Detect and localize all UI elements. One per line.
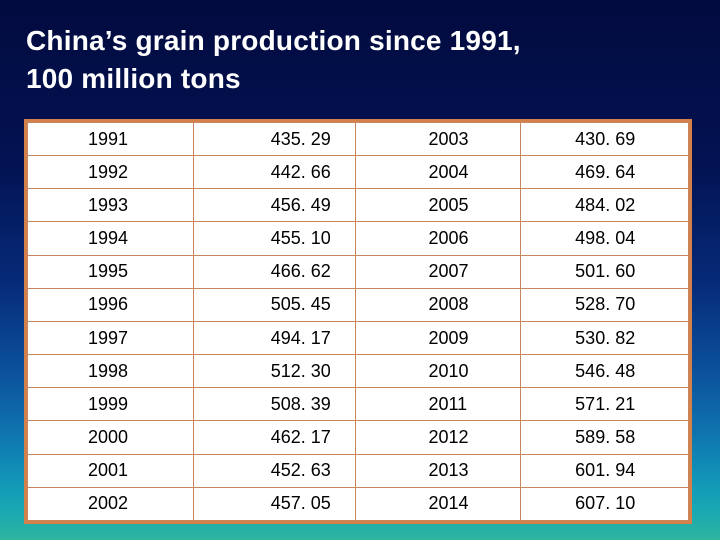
year-cell: 2004 xyxy=(355,155,522,190)
year-cell: 2001 xyxy=(27,453,194,488)
production-value-cell: 601. 94 xyxy=(520,453,689,488)
year-cell: 1998 xyxy=(27,354,194,389)
year-cell: 1999 xyxy=(27,387,194,422)
table-row: 1995 466. 62 2007 501. 60 xyxy=(27,254,689,289)
table-row: 2002 457. 05 2014 607. 10 xyxy=(27,486,689,522)
production-value-cell: 469. 64 xyxy=(520,155,689,190)
table-row: 1994 455. 10 2006 498. 04 xyxy=(27,221,689,256)
production-value-cell: 508. 39 xyxy=(192,387,357,422)
year-cell: 2005 xyxy=(355,188,522,223)
year-cell: 2010 xyxy=(355,354,522,389)
production-value-cell: 484. 02 xyxy=(520,188,689,223)
production-value-cell: 501. 60 xyxy=(520,254,689,289)
table-row: 1997 494. 17 2009 530. 82 xyxy=(27,320,689,356)
year-cell: 1996 xyxy=(27,287,194,322)
year-cell: 1997 xyxy=(27,320,194,356)
production-value-cell: 457. 05 xyxy=(192,486,357,522)
grain-production-table: 1991 435. 29 2003 430. 69 1992 442. 66 2004 469… xyxy=(24,119,692,524)
grain-table: 1991 435. 29 2003 430. 69 1992 442. 66 2004 469… xyxy=(27,121,689,522)
production-value-cell: 456. 49 xyxy=(192,188,357,223)
production-value-cell: 452. 63 xyxy=(192,453,357,488)
production-value-cell: 430. 69 xyxy=(520,121,689,157)
title-line-2: 100 million tons xyxy=(26,63,241,94)
production-value-cell: 528. 70 xyxy=(520,287,689,322)
year-cell: 2012 xyxy=(355,420,522,455)
grain-table-body: 1991 435. 29 2003 430. 69 1992 442. 66 2004 469… xyxy=(27,121,689,522)
year-cell: 2007 xyxy=(355,254,522,289)
production-value-cell: 607. 10 xyxy=(520,486,689,522)
production-value-cell: 505. 45 xyxy=(192,287,357,322)
production-value-cell: 530. 82 xyxy=(520,320,689,356)
year-cell: 2011 xyxy=(355,387,522,422)
year-cell: 2014 xyxy=(355,486,522,522)
table-row: 1992 442. 66 2004 469. 64 xyxy=(27,155,689,190)
production-value-cell: 455. 10 xyxy=(192,221,357,256)
table-row: 2001 452. 63 2013 601. 94 xyxy=(27,453,689,488)
table-row: 1999 508. 39 2011 571. 21 xyxy=(27,387,689,422)
table-row: 1998 512. 30 2010 546. 48 xyxy=(27,354,689,389)
year-cell: 2013 xyxy=(355,453,522,488)
title-line-1: China’s grain production since 1991, xyxy=(26,25,521,56)
year-cell: 2000 xyxy=(27,420,194,455)
production-value-cell: 546. 48 xyxy=(520,354,689,389)
table-row: 1996 505. 45 2008 528. 70 xyxy=(27,287,689,322)
production-value-cell: 462. 17 xyxy=(192,420,357,455)
table-row: 2000 462. 17 2012 589. 58 xyxy=(27,420,689,455)
year-cell: 2009 xyxy=(355,320,522,356)
production-value-cell: 498. 04 xyxy=(520,221,689,256)
production-value-cell: 494. 17 xyxy=(192,320,357,356)
year-cell: 2008 xyxy=(355,287,522,322)
year-cell: 1992 xyxy=(27,155,194,190)
year-cell: 1991 xyxy=(27,121,194,157)
table-row: 1991 435. 29 2003 430. 69 xyxy=(27,121,689,157)
year-cell: 2003 xyxy=(355,121,522,157)
production-value-cell: 571. 21 xyxy=(520,387,689,422)
production-value-cell: 466. 62 xyxy=(192,254,357,289)
production-value-cell: 435. 29 xyxy=(192,121,357,157)
year-cell: 1994 xyxy=(27,221,194,256)
table-row: 1993 456. 49 2005 484. 02 xyxy=(27,188,689,223)
production-value-cell: 442. 66 xyxy=(192,155,357,190)
year-cell: 2006 xyxy=(355,221,522,256)
production-value-cell: 589. 58 xyxy=(520,420,689,455)
year-cell: 2002 xyxy=(27,486,194,522)
slide-title: China’s grain production since 1991, 100… xyxy=(26,22,686,98)
year-cell: 1993 xyxy=(27,188,194,223)
year-cell: 1995 xyxy=(27,254,194,289)
production-value-cell: 512. 30 xyxy=(192,354,357,389)
